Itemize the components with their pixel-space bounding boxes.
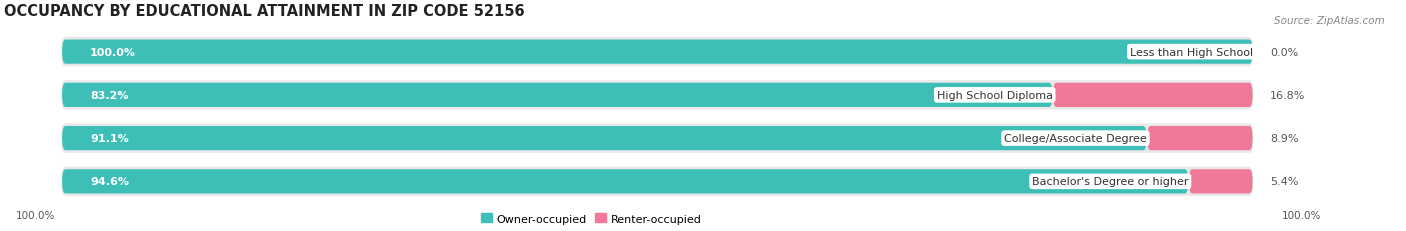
- FancyBboxPatch shape: [62, 81, 1253, 110]
- Text: 91.1%: 91.1%: [90, 134, 129, 143]
- FancyBboxPatch shape: [62, 38, 1253, 67]
- Legend: Owner-occupied, Renter-occupied: Owner-occupied, Renter-occupied: [477, 209, 706, 228]
- Text: 16.8%: 16.8%: [1270, 91, 1305, 100]
- FancyBboxPatch shape: [62, 167, 1253, 196]
- FancyBboxPatch shape: [1147, 126, 1253, 151]
- Text: 8.9%: 8.9%: [1270, 134, 1299, 143]
- FancyBboxPatch shape: [1053, 83, 1253, 107]
- Text: 83.2%: 83.2%: [90, 91, 128, 100]
- FancyBboxPatch shape: [62, 126, 1146, 151]
- Text: 0.0%: 0.0%: [1270, 47, 1298, 57]
- Text: 5.4%: 5.4%: [1270, 176, 1299, 187]
- Text: 94.6%: 94.6%: [90, 176, 129, 187]
- FancyBboxPatch shape: [62, 124, 1253, 153]
- Text: 100.0%: 100.0%: [1282, 210, 1322, 220]
- Text: OCCUPANCY BY EDUCATIONAL ATTAINMENT IN ZIP CODE 52156: OCCUPANCY BY EDUCATIONAL ATTAINMENT IN Z…: [4, 4, 524, 19]
- FancyBboxPatch shape: [1189, 170, 1253, 194]
- FancyBboxPatch shape: [62, 83, 1053, 107]
- Text: High School Diploma: High School Diploma: [936, 91, 1053, 100]
- Text: Bachelor's Degree or higher: Bachelor's Degree or higher: [1032, 176, 1188, 187]
- Text: College/Associate Degree: College/Associate Degree: [1004, 134, 1147, 143]
- Text: 100.0%: 100.0%: [15, 210, 55, 220]
- Text: 100.0%: 100.0%: [90, 47, 136, 57]
- FancyBboxPatch shape: [62, 170, 1188, 194]
- Text: Less than High School: Less than High School: [1130, 47, 1253, 57]
- Text: Source: ZipAtlas.com: Source: ZipAtlas.com: [1274, 16, 1385, 26]
- FancyBboxPatch shape: [62, 40, 1253, 64]
